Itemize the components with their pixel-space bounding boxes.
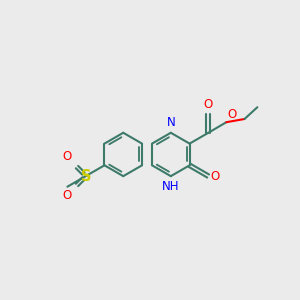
Text: O: O [211, 169, 220, 182]
Text: O: O [203, 98, 213, 111]
Text: S: S [81, 169, 91, 184]
Text: O: O [227, 108, 237, 121]
Text: NH: NH [162, 180, 180, 193]
Text: O: O [63, 150, 72, 163]
Text: N: N [167, 116, 175, 129]
Text: O: O [63, 189, 72, 202]
